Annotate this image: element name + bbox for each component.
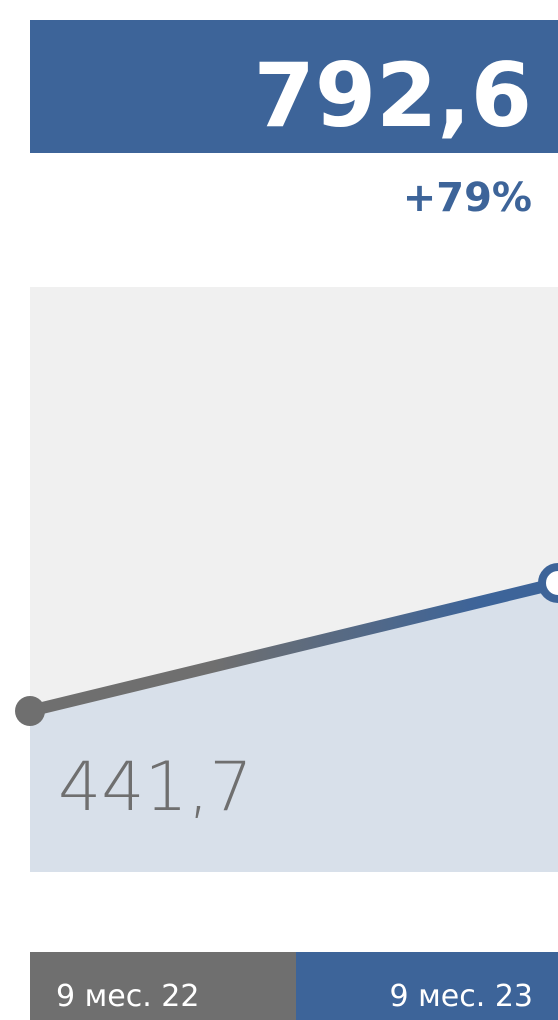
point [15, 695, 45, 726]
category-band [296, 952, 558, 1020]
x-tick-label: 9 мес. 22 [56, 979, 199, 1014]
line [24, 577, 558, 717]
headline-value: 792,6 [254, 44, 532, 147]
header-band [30, 20, 558, 153]
value-label: 441,7 [58, 748, 253, 827]
area [30, 583, 558, 872]
growth-annotation: +79% [403, 175, 532, 221]
category-band [30, 952, 296, 1020]
x-tick-label: 9 мес. 23 [390, 979, 533, 1014]
point [538, 563, 558, 604]
